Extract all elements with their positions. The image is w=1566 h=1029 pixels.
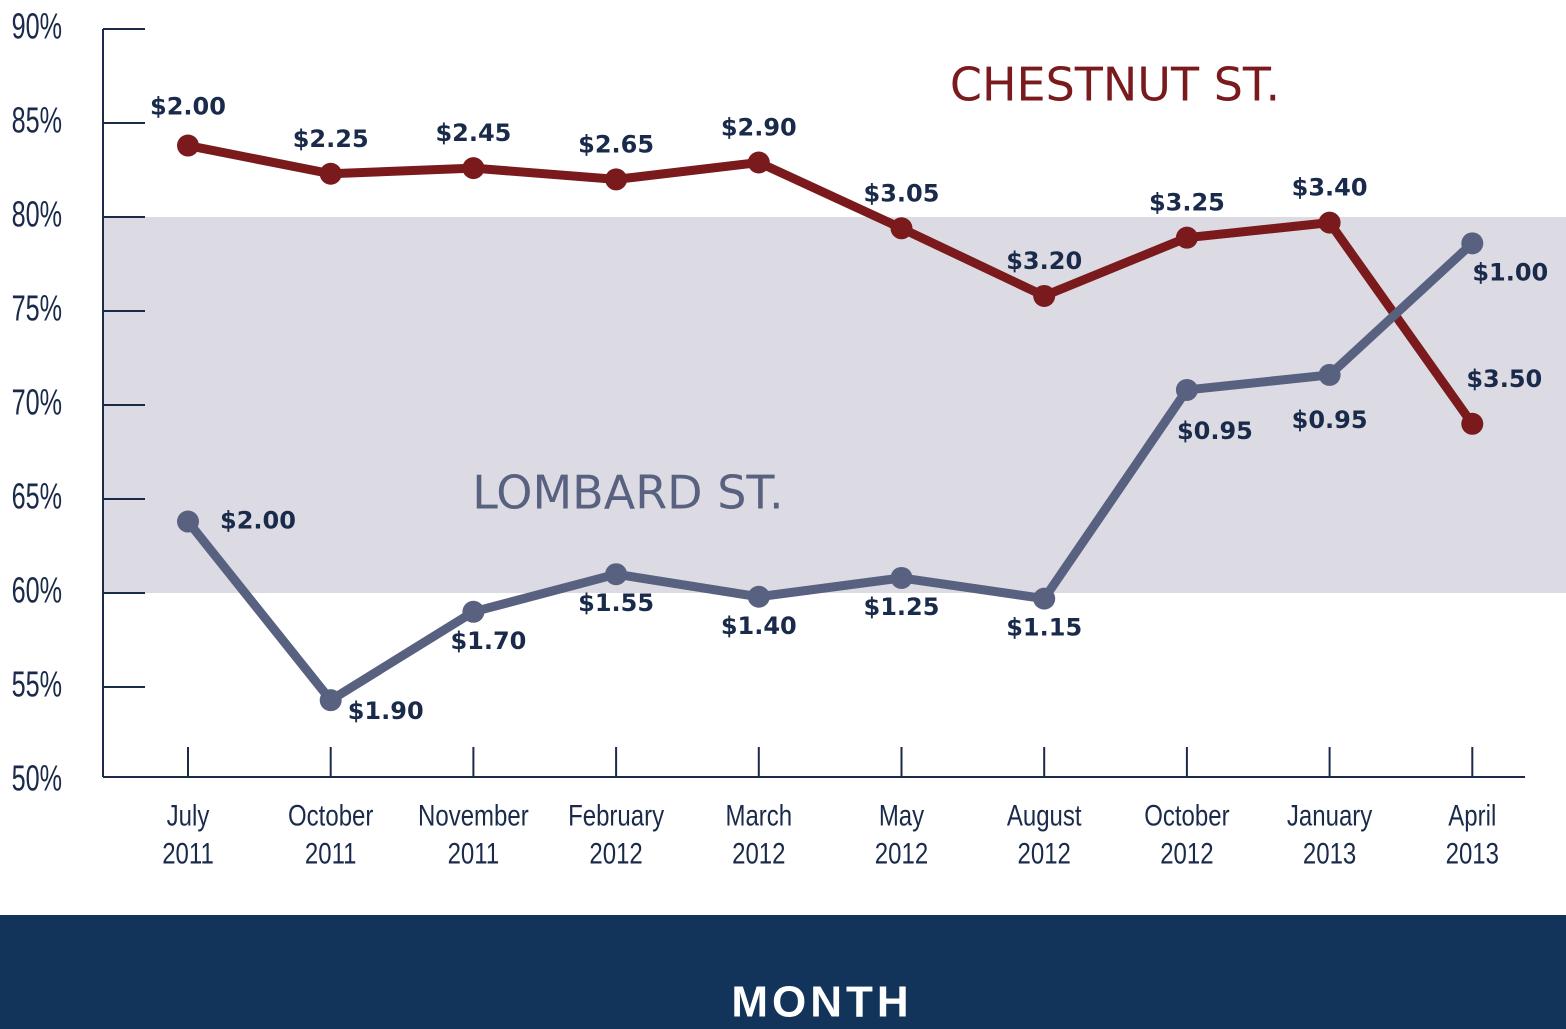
y-tick-label: 70%: [12, 382, 62, 423]
footer-band: [0, 915, 1566, 1029]
point-label: $3.05: [864, 179, 940, 207]
y-tick-label: 90%: [12, 6, 62, 47]
data-point: [319, 689, 342, 712]
point-label: $1.90: [348, 697, 424, 725]
point-label: $2.45: [435, 119, 511, 147]
data-point: [747, 585, 770, 608]
series-line: [187, 141, 1476, 427]
data-point: [177, 134, 199, 157]
point-label: $3.20: [1006, 247, 1082, 275]
x-tick-label: February 2012: [568, 798, 664, 870]
series-name: LOMBARD ST.: [472, 466, 783, 520]
data-point: [1033, 284, 1056, 307]
series-name: CHESTNUT ST.: [950, 58, 1280, 112]
point-label: $3.40: [1292, 174, 1368, 202]
point-label: $1.25: [864, 593, 940, 621]
data-point: [319, 162, 342, 185]
x-axis-title: MONTH: [731, 978, 912, 1027]
x-tick-label: May 2012: [875, 798, 928, 870]
point-label: $2.65: [578, 130, 654, 158]
point-label: $2.25: [293, 125, 369, 153]
data-point: [1175, 378, 1198, 401]
data-point: [177, 510, 199, 533]
point-label: $2.00: [220, 507, 296, 535]
data-point: [1461, 232, 1484, 255]
x-tick-label: March 2012: [725, 798, 792, 870]
y-tick-label: 75%: [12, 288, 62, 329]
x-tick-label: October 2011: [288, 798, 373, 870]
data-point: [462, 600, 485, 623]
x-tick-label: August 2012: [1007, 798, 1082, 870]
data-point: [1461, 412, 1484, 435]
point-label: $2.00: [150, 93, 226, 121]
data-point: [747, 151, 770, 174]
y-tick-label: 50%: [12, 758, 62, 799]
data-point: [605, 563, 628, 586]
point-label: $2.90: [721, 113, 797, 141]
data-point: [1318, 211, 1341, 234]
y-tick-label: 85%: [12, 100, 62, 141]
y-tick-label: 80%: [12, 194, 62, 235]
x-tick-label: July 2011: [162, 798, 214, 870]
point-label: $0.95: [1292, 406, 1368, 434]
y-tick-label: 65%: [12, 476, 62, 517]
point-label: $0.95: [1177, 417, 1253, 445]
data-point: [1318, 363, 1341, 386]
x-tick-label: November 2011: [418, 798, 529, 870]
shaded-range: [103, 217, 1566, 593]
point-label: $3.50: [1466, 365, 1542, 393]
data-point: [462, 157, 485, 180]
y-tick-label: 55%: [12, 664, 62, 705]
point-label: $1.70: [450, 627, 526, 655]
x-tick-label: October 2012: [1144, 798, 1229, 870]
series-line: [184, 240, 1476, 705]
data-point: [605, 168, 628, 191]
point-label: $3.25: [1149, 189, 1225, 217]
data-point: [890, 566, 913, 589]
data-point: [890, 217, 913, 240]
x-tick-label: January 2013: [1287, 798, 1373, 870]
point-label: $1.40: [721, 612, 797, 640]
data-point: [1175, 226, 1198, 249]
data-point: [1033, 587, 1056, 610]
point-label: $1.55: [578, 589, 654, 617]
x-tick-label: April 2013: [1446, 798, 1499, 870]
y-tick-label: 60%: [12, 570, 62, 611]
point-label: $1.00: [1472, 258, 1548, 286]
point-label: $1.15: [1006, 614, 1082, 642]
